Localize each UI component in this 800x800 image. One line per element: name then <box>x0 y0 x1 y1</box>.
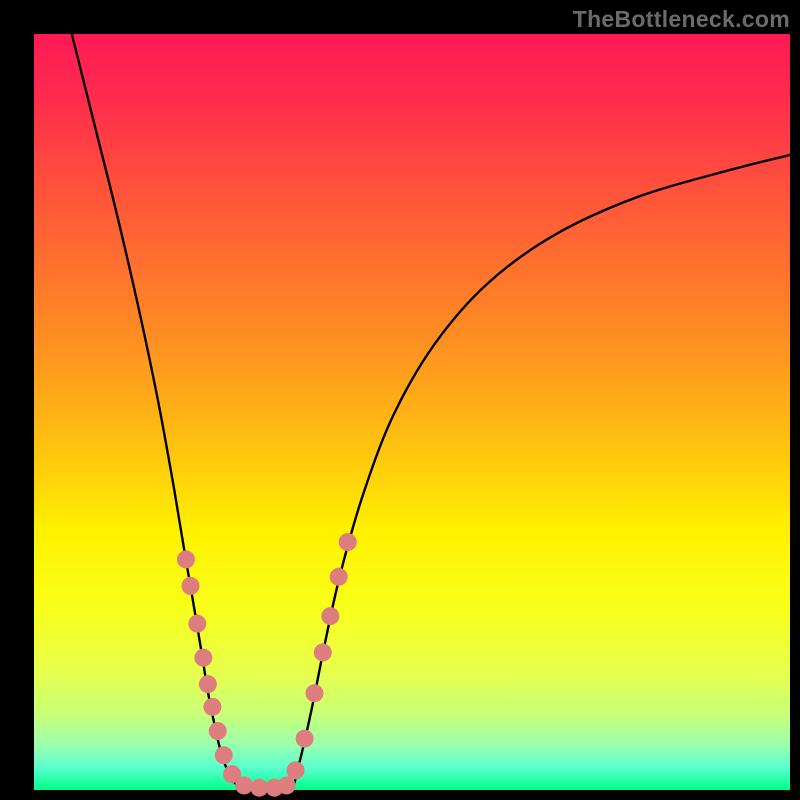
marker-point <box>209 722 227 740</box>
marker-point <box>188 615 206 633</box>
marker-point <box>287 761 305 779</box>
marker-point <box>215 746 233 764</box>
marker-point <box>235 776 253 794</box>
marker-point <box>203 698 221 716</box>
marker-point <box>296 730 314 748</box>
marker-point <box>314 643 332 661</box>
plot-area <box>34 34 790 790</box>
marker-point <box>330 568 348 586</box>
marker-point <box>177 550 195 568</box>
marker-point <box>278 776 296 794</box>
marker-point <box>181 577 199 595</box>
marker-point <box>339 533 357 551</box>
marker-point <box>305 684 323 702</box>
curve-layer <box>34 34 790 790</box>
marker-point <box>199 675 217 693</box>
watermark-text: TheBottleneck.com <box>573 6 790 33</box>
markers <box>177 533 357 797</box>
chart-canvas: TheBottleneck.com <box>0 0 800 800</box>
marker-point <box>321 607 339 625</box>
v-curve <box>72 34 790 789</box>
marker-point <box>194 649 212 667</box>
